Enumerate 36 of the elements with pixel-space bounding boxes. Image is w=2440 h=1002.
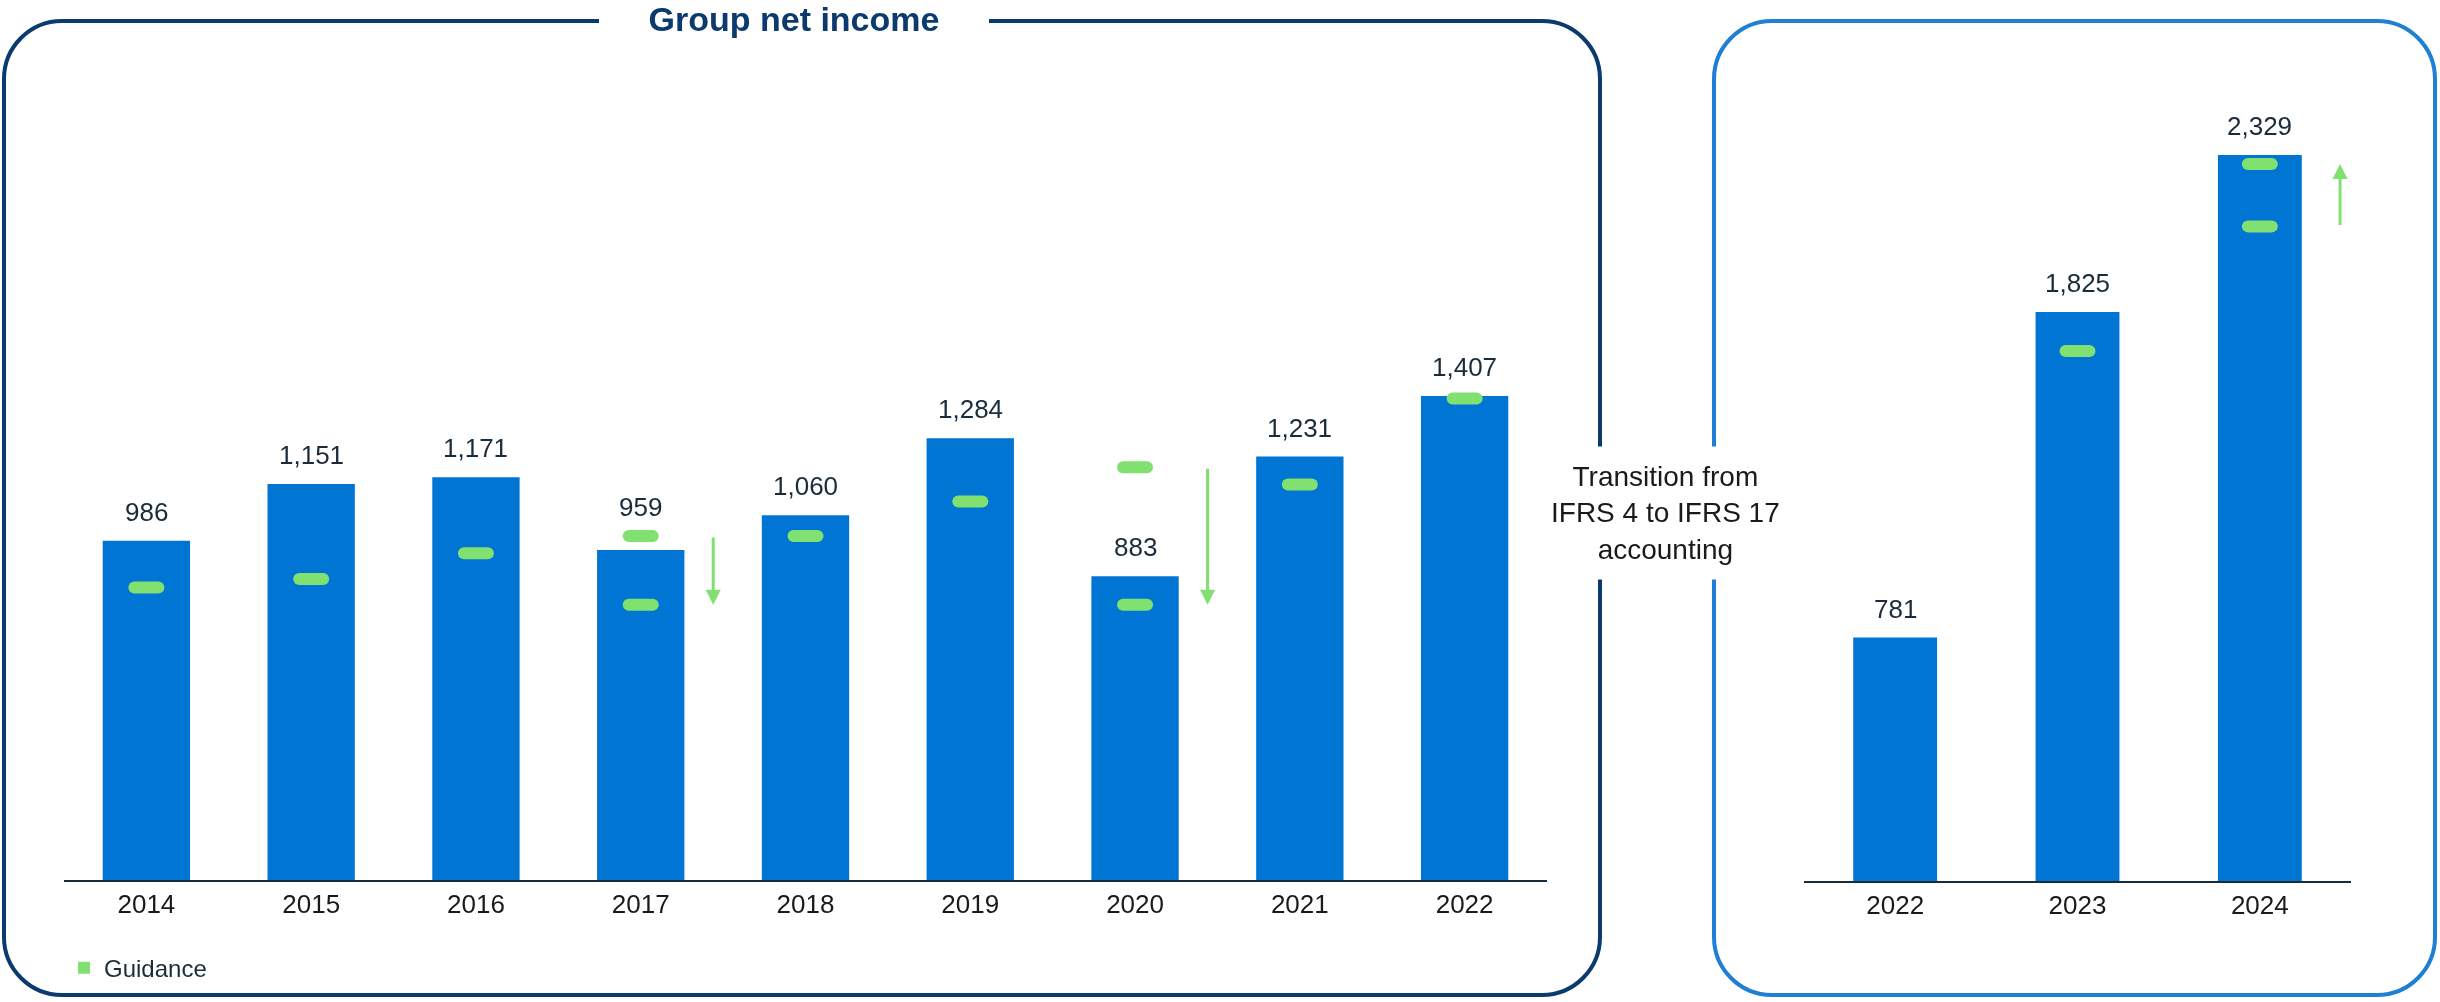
x-tick-label: 2017 — [611, 889, 670, 920]
x-tick-label: 2015 — [282, 889, 341, 920]
x-tick-label: 2024 — [2230, 890, 2289, 921]
x-tick-label: 2014 — [117, 889, 176, 920]
data-label: 883 — [1114, 532, 1158, 562]
x-tick-label: 2020 — [1106, 889, 1164, 920]
x-tick-label: 2021 — [1270, 889, 1329, 920]
data-label: 986 — [125, 497, 169, 527]
data-label: 1,171 — [443, 433, 509, 463]
bar — [761, 515, 850, 880]
x-tick-label: 2019 — [941, 889, 1000, 920]
legend-label: Guidance — [104, 955, 207, 983]
data-label: 1,284 — [938, 394, 1004, 424]
data-label: 1,407 — [1432, 352, 1498, 382]
data-label: 2,329 — [2227, 111, 2293, 141]
data-label: 1,825 — [2045, 268, 2111, 298]
bar — [597, 550, 685, 880]
x-tick-label: 2022 — [1866, 890, 1925, 921]
x-tick-label: 2023 — [2048, 890, 2107, 921]
text: Transition from IFRS 4 to IFRS 17 accounting — [1551, 461, 1780, 565]
bar — [267, 484, 355, 880]
data-label: 1,151 — [279, 440, 345, 470]
chart-title: Group net income — [648, 0, 940, 38]
x-tick-label: 2016 — [447, 889, 505, 920]
x-tick-label: 2022 — [1435, 889, 1494, 920]
bar — [432, 477, 520, 880]
data-label: 1,060 — [773, 471, 839, 501]
bar — [1091, 576, 1179, 880]
bar — [1420, 396, 1509, 880]
bar — [1256, 456, 1344, 880]
bar — [102, 540, 191, 880]
data-label: 781 — [1874, 594, 1918, 624]
data-label: 959 — [619, 492, 663, 522]
data-label: 1,231 — [1267, 413, 1333, 443]
x-tick-label: 2018 — [776, 889, 835, 920]
bar — [926, 438, 1014, 880]
